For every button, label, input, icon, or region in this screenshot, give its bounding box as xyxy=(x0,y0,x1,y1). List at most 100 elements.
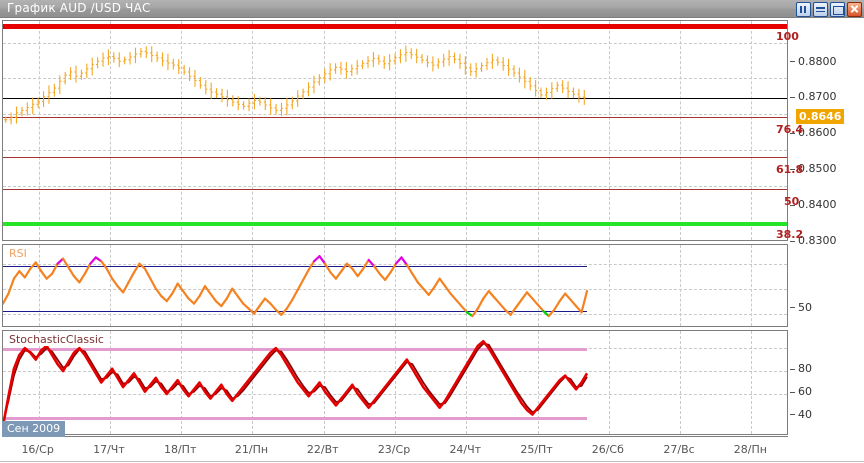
fib-level-100 xyxy=(3,23,787,29)
window-controls xyxy=(796,2,862,17)
vertical-gridline xyxy=(608,21,610,240)
fib-label-50: 50 xyxy=(784,195,800,209)
vertical-gridline xyxy=(751,331,753,434)
window-title: График AUD /USD ЧАС xyxy=(7,1,151,15)
vertical-gridline xyxy=(109,21,111,240)
vertical-gridline xyxy=(537,21,539,240)
price-tick: 0.8800 xyxy=(790,55,837,68)
price-chart-pane[interactable] xyxy=(2,20,788,241)
date-label: 25/Пт xyxy=(520,443,553,456)
stochastic-tick: 60 xyxy=(790,385,812,398)
fib-level-50 xyxy=(3,189,787,191)
stochastic-pane[interactable]: StochasticClassic xyxy=(2,330,788,435)
horizontal-gridline xyxy=(3,393,787,395)
date-label: 18/Пт xyxy=(163,443,197,456)
date-label: 26/Сб xyxy=(591,443,624,456)
vertical-gridline xyxy=(109,331,111,434)
price-levels xyxy=(3,21,787,240)
vertical-gridline xyxy=(181,331,183,434)
vertical-gridline xyxy=(252,21,254,240)
month-badge: Сен 2009 xyxy=(2,421,66,437)
vertical-gridline xyxy=(181,21,183,240)
vertical-gridline xyxy=(38,331,40,434)
vertical-gridline xyxy=(323,331,325,434)
vertical-gridline xyxy=(680,245,682,326)
fib-label-100: 100 xyxy=(776,29,799,43)
price-tick: 0.8700 xyxy=(790,90,837,103)
vertical-gridline xyxy=(608,245,610,326)
close-button[interactable] xyxy=(847,2,862,17)
date-label: 17/Чт xyxy=(93,443,125,456)
vertical-gridline xyxy=(252,245,254,326)
price-tick: 0.8300 xyxy=(790,234,837,247)
horizontal-gridline xyxy=(3,371,787,373)
fib-level-76-4 xyxy=(3,117,787,119)
current-price-badge: 0.8646 xyxy=(796,108,845,124)
vertical-gridline xyxy=(537,245,539,326)
vertical-gridline xyxy=(323,245,325,326)
date-label: 24/Чт xyxy=(449,443,482,456)
vertical-gridline xyxy=(751,245,753,326)
vertical-gridline xyxy=(109,245,111,326)
stochastic-band-20 xyxy=(3,416,587,420)
minimize-button[interactable] xyxy=(813,2,828,17)
rsi-levels xyxy=(3,245,787,326)
stochastic-label: StochasticClassic xyxy=(7,333,106,346)
rsi-level-lower xyxy=(3,311,587,313)
horizontal-gridline xyxy=(3,114,787,116)
fib-label-61-8: 61.8 xyxy=(776,163,804,177)
price-tick: 0.8600 xyxy=(790,126,837,139)
rsi-tick: 50 xyxy=(790,301,812,314)
pause-button[interactable] xyxy=(796,2,811,17)
horizontal-gridline xyxy=(3,42,787,44)
date-label: 21/Пн xyxy=(234,443,269,456)
vertical-gridline xyxy=(395,21,396,240)
vertical-gridline xyxy=(395,331,396,434)
rsi-axis-scale: 50 xyxy=(790,244,864,327)
price-axis-scale[interactable]: 0.8800 0.8700 0.8600 0.8500 0.8400 0.8300 100 7… xyxy=(776,20,864,247)
date-label: 27/Вс xyxy=(663,443,695,456)
vertical-gridline xyxy=(680,21,682,240)
vertical-gridline xyxy=(466,21,468,240)
date-label: 23/Ср xyxy=(377,443,411,456)
date-label: 28/Пн xyxy=(733,443,767,456)
vertical-gridline xyxy=(252,331,254,434)
price-tick: 0.8500 xyxy=(790,162,837,175)
vertical-gridline xyxy=(608,331,610,434)
stochastic-lines xyxy=(3,340,589,427)
stochastic-tick: 40 xyxy=(790,408,812,421)
rsi-line xyxy=(3,255,589,318)
stochastic-band-80 xyxy=(3,348,587,352)
vertical-gridline xyxy=(751,21,753,240)
maximize-button[interactable] xyxy=(830,2,845,17)
stochastic-tick: 80 xyxy=(790,362,812,375)
fib-label-76-4: 76.4 xyxy=(776,123,804,137)
vertical-gridline xyxy=(181,245,183,326)
window-bottom-border xyxy=(0,461,864,462)
vertical-gridline xyxy=(680,331,682,434)
stochastic-levels xyxy=(3,331,787,434)
vertical-gridline xyxy=(466,331,468,434)
price-candles xyxy=(4,45,586,125)
window-titlebar[interactable]: График AUD /USD ЧАС xyxy=(0,0,864,18)
fib-level-61-8 xyxy=(3,157,787,159)
date-label: 16/Ср xyxy=(21,443,54,456)
fib-level-38-2 xyxy=(3,222,787,227)
price-tick: 0.8400 xyxy=(790,198,837,211)
stochastic-axis-scale: 80 60 40 xyxy=(790,330,864,435)
rsi-pane[interactable]: RSI xyxy=(2,244,788,327)
vertical-gridline xyxy=(466,245,468,326)
support-line xyxy=(3,97,787,99)
vertical-gridline xyxy=(323,21,325,240)
horizontal-gridline xyxy=(3,288,787,290)
date-label: 22/Вт xyxy=(306,443,339,456)
date-axis[interactable]: 16/Ср 17/Чт 18/Пт 21/Пн 22/Вт 23/Ср 24/Чт 25/Пт… xyxy=(2,436,788,462)
vertical-gridline xyxy=(38,245,40,326)
rsi-level-upper xyxy=(3,266,587,268)
horizontal-gridline xyxy=(3,150,787,152)
vertical-gridline xyxy=(38,21,40,240)
rsi-label: RSI xyxy=(7,247,29,260)
horizontal-gridline xyxy=(3,78,787,80)
vertical-gridline xyxy=(537,331,539,434)
